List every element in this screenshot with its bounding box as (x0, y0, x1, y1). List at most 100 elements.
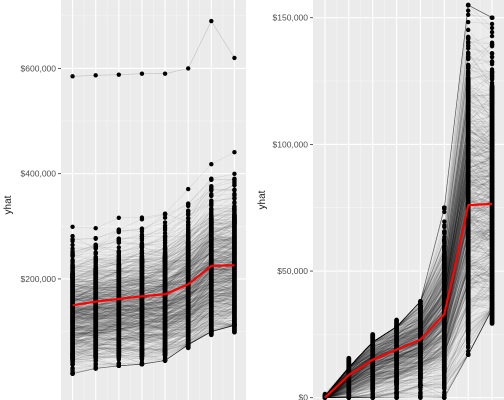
trajectory-line (72, 318, 235, 353)
trajectory-line (324, 170, 493, 398)
trajectory-line (72, 270, 235, 319)
trajectory-line (72, 274, 235, 318)
trajectory-line (72, 312, 235, 345)
trajectory-line (324, 265, 493, 398)
trajectory-line (72, 294, 235, 338)
trajectory-line (72, 325, 235, 361)
trajectory-line (72, 325, 235, 374)
data-point (116, 215, 122, 220)
trajectory-line (72, 294, 235, 331)
trajectory-line (72, 279, 235, 331)
trajectory-line (72, 309, 235, 342)
trajectory-line (72, 316, 235, 352)
data-point (465, 188, 471, 193)
trajectory-line (72, 222, 235, 285)
trajectory-line (72, 237, 235, 300)
trajectory-line (72, 289, 235, 335)
trajectory-line (72, 252, 235, 308)
trajectory-line (72, 325, 235, 360)
data-point (116, 237, 122, 243)
data-point (489, 21, 495, 27)
trajectory-line (72, 260, 235, 317)
trajectory-line (72, 325, 235, 363)
trajectory-line (324, 170, 493, 398)
data-point (442, 246, 447, 252)
trajectory-line (72, 264, 235, 311)
trajectory-line (72, 219, 235, 272)
trajectory-line (72, 208, 235, 273)
trajectory-line (72, 276, 235, 331)
trajectory-line (72, 274, 235, 320)
data-point (489, 180, 495, 186)
data-point (232, 242, 237, 247)
trajectory-line (324, 251, 493, 398)
trajectory-line (72, 277, 235, 327)
trajectory-line (72, 324, 235, 361)
trajectory-line (72, 321, 235, 355)
data-point (185, 243, 191, 248)
data-point (162, 325, 168, 331)
trajectory-line (324, 308, 493, 398)
data-point (442, 371, 447, 377)
trajectory-line (324, 67, 493, 397)
trajectory-line (72, 258, 235, 316)
trajectory-line (72, 278, 235, 322)
data-point (70, 74, 75, 79)
trajectory-line (72, 297, 235, 334)
trajectory-line (324, 228, 493, 398)
trajectory-line (72, 271, 235, 310)
data-point (116, 229, 122, 234)
trajectory-line (72, 304, 235, 346)
trajectory-line (324, 117, 493, 397)
trajectory-line (72, 254, 235, 320)
data-point (418, 377, 423, 383)
data-point (489, 76, 495, 81)
trajectory-line (324, 180, 493, 398)
data-point (209, 184, 214, 189)
trajectory-line (72, 297, 235, 334)
trajectory-line (72, 312, 235, 352)
trajectory-line (324, 121, 493, 397)
trajectory-line (72, 279, 235, 325)
trajectory-line (72, 304, 235, 347)
data-point (232, 224, 237, 230)
trajectory-line (72, 237, 235, 285)
data-point (93, 330, 98, 336)
trajectory-line (324, 266, 493, 398)
data-point (185, 66, 191, 71)
trajectory-line (72, 288, 235, 334)
trajectory-line (72, 276, 235, 320)
trajectory-line (72, 268, 235, 311)
trajectory-line (72, 257, 235, 300)
trajectory-line (72, 313, 235, 356)
trajectory-line (72, 245, 235, 292)
y-tick-label: $200,000 (21, 274, 57, 284)
data-point (232, 282, 237, 288)
trajectory-line (72, 287, 235, 329)
data-point (465, 247, 471, 252)
trajectory-line (72, 215, 235, 266)
trajectory-line (72, 261, 235, 303)
trajectory-line (72, 278, 235, 331)
data-point (465, 173, 471, 179)
data-point (70, 294, 75, 299)
trajectory-line (72, 238, 235, 290)
trajectory-line (72, 310, 235, 352)
trajectory-line (324, 214, 493, 398)
trajectory-line (72, 317, 235, 344)
data-point (418, 345, 423, 350)
data-point (70, 336, 75, 341)
trajectory-line (72, 209, 235, 279)
data-point (232, 296, 237, 301)
data-point (70, 237, 75, 242)
trajectory-line (324, 264, 493, 398)
trajectory-line (324, 258, 493, 398)
trajectory-line (72, 268, 235, 312)
trajectory-line (324, 229, 493, 398)
trajectory-line (72, 233, 235, 293)
data-point (185, 261, 191, 266)
trajectory-line (72, 273, 235, 320)
trajectory-line (324, 103, 493, 397)
trajectory-line (72, 289, 235, 339)
trajectory-line (72, 259, 235, 316)
